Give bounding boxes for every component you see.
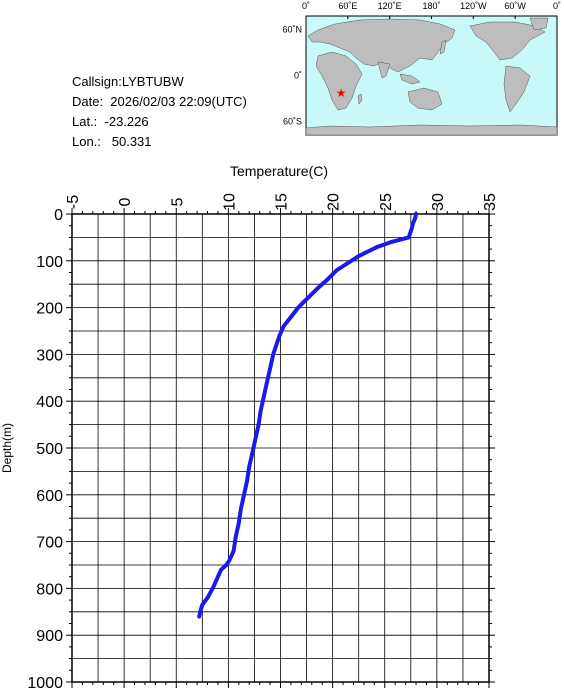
map-lon-label: 60˚W: [504, 1, 526, 11]
y-tick-labels: 0 100 200 300 400 500 600 700 800 900 1000: [27, 207, 63, 690]
map-latitude-labels: 60˚N 0˚ 60˚S: [282, 25, 302, 127]
y-tick-label: 1000: [27, 675, 63, 690]
y-tick-label: 100: [36, 254, 63, 271]
station-info: Callsign:LYBTUBW Date: 2026/02/03 22:09(…: [72, 72, 247, 152]
y-tick-label: 200: [36, 301, 63, 318]
plot-grid: [71, 213, 490, 683]
map-lon-label: 60˚E: [338, 1, 357, 11]
x-tick-label: 35: [482, 193, 499, 211]
date-label: Date: 2026/02/03 22:09(UTC): [72, 94, 247, 109]
x-tick-labels: -5 0 5 10 15 20 25 30 35: [65, 193, 499, 211]
x-tick-label: 25: [378, 193, 395, 211]
x-tick-label: -5: [65, 195, 82, 209]
map-lat-label: 60˚N: [282, 25, 302, 35]
x-tick-label: 20: [326, 193, 343, 211]
y-tick-label: 600: [36, 488, 63, 505]
y-tick-label: 0: [54, 207, 63, 224]
map-lon-label: 120˚W: [460, 1, 487, 11]
y-axis-label: Depth(m): [0, 423, 14, 473]
map-lat-label: 0˚: [294, 71, 302, 81]
station-star-icon: ★: [336, 86, 347, 100]
station-marker: ★: [336, 86, 347, 100]
x-tick-label: 15: [274, 193, 291, 211]
map-longitude-labels: 0˚ 60˚E 120˚E 180˚ 120˚W 60˚W 0˚: [302, 1, 561, 19]
plot-ticks: [66, 208, 495, 688]
temperature-profile-line: [197, 212, 418, 619]
callsign-label: Callsign:LYBTUBW: [72, 74, 184, 89]
x-tick-label: 30: [430, 193, 447, 211]
y-tick-label: 700: [36, 535, 63, 552]
x-axis-label: Temperature(C): [230, 163, 328, 179]
map-landmasses: [305, 17, 558, 136]
longitude-label: Lon.: 50.331: [72, 134, 152, 149]
map-lon-label: 120˚E: [378, 1, 402, 11]
x-tick-label: 10: [221, 193, 238, 211]
map-lon-label: 0˚: [553, 1, 561, 11]
y-tick-label: 300: [36, 347, 63, 364]
x-tick-label: 5: [169, 197, 186, 206]
map-lon-label: 180˚: [422, 1, 440, 11]
x-tick-label: 0: [117, 197, 134, 206]
y-tick-label: 900: [36, 628, 63, 645]
map-lat-label: 60˚S: [283, 116, 302, 126]
latitude-label: Lat.: -23.226: [72, 114, 149, 129]
y-tick-label: 800: [36, 581, 63, 598]
y-tick-label: 400: [36, 394, 63, 411]
map-lon-label: 0˚: [302, 1, 310, 11]
y-tick-label: 500: [36, 441, 63, 458]
